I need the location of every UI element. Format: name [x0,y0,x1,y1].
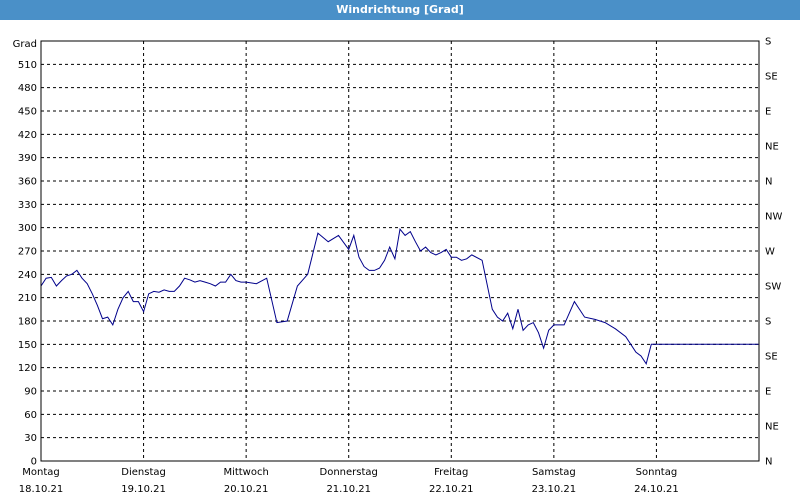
right-axis-label: E [765,387,771,398]
x-tick-date: 22.10.21 [429,484,474,495]
y-tick-label: 240 [18,270,37,281]
y-tick-label: 420 [18,130,37,141]
x-tick-day: Samstag [532,467,576,478]
y-tick-label: 120 [18,363,37,374]
right-axis-label: W [765,247,775,258]
y-tick-label: 510 [18,60,37,71]
y-tick-label: 390 [18,153,37,164]
right-axis-label: N [765,457,772,468]
y-tick-label: 150 [18,340,37,351]
plot-frame [40,40,760,462]
right-axis-label: S [765,317,771,328]
wind-direction-chart: 0 30 60 90 120 150 180 210 240 270 300 330 360 390 420… [13,37,783,496]
x-tick-day: Montag [22,467,59,478]
series [40,228,759,366]
right-axis-label: SE [765,72,778,83]
x-tick-date: 23.10.21 [532,484,577,495]
y-tick-label: 270 [18,247,37,258]
y-tick-label: 180 [18,317,37,328]
left-axis: 0 30 60 90 120 150 180 210 240 270 300 330 360 390 420… [13,39,37,468]
right-axis-label: NW [765,212,782,223]
y-tick-label: 60 [24,410,37,421]
right-axis-label: N [765,177,772,188]
right-axis-label: E [765,107,771,118]
y-axis-label: Grad [13,39,37,50]
y-tick-label: 0 [31,457,37,468]
right-axis-label: NE [765,142,779,153]
x-axis: Montag 18.10.21 Dienstag 19.10.21 Mittwoch 20… [19,467,679,495]
right-axis-label: S [765,37,771,48]
y-tick-label: 210 [18,293,37,304]
x-tick-date: 24.10.21 [634,484,679,495]
y-tick-label: 30 [24,433,37,444]
x-tick-date: 21.10.21 [326,484,371,495]
x-tick-date: 18.10.21 [19,484,64,495]
x-tick-day: Sonntag [636,467,678,478]
y-tick-label: 450 [18,107,37,118]
x-tick-date: 19.10.21 [121,484,166,495]
y-tick-label: 90 [24,387,37,398]
chart-title: Windrichtung [Grad] [0,0,800,20]
y-tick-label: 300 [18,223,37,234]
x-tick-date: 20.10.21 [224,484,269,495]
right-axis-label: SE [765,352,778,363]
x-tick-day: Mittwoch [223,467,268,478]
x-tick-day: Freitag [434,467,468,478]
x-tick-day: Dienstag [121,467,166,478]
y-tick-label: 330 [18,200,37,211]
right-axis: N NE E SE S SW W NW N NE E SE S [765,37,782,468]
y-tick-label: 360 [18,177,37,188]
right-axis-label: SW [765,282,781,293]
grid [41,41,759,461]
y-tick-label: 480 [18,83,37,94]
right-axis-label: NE [765,422,779,433]
x-tick-day: Donnerstag [320,467,378,478]
series-line [40,228,759,366]
